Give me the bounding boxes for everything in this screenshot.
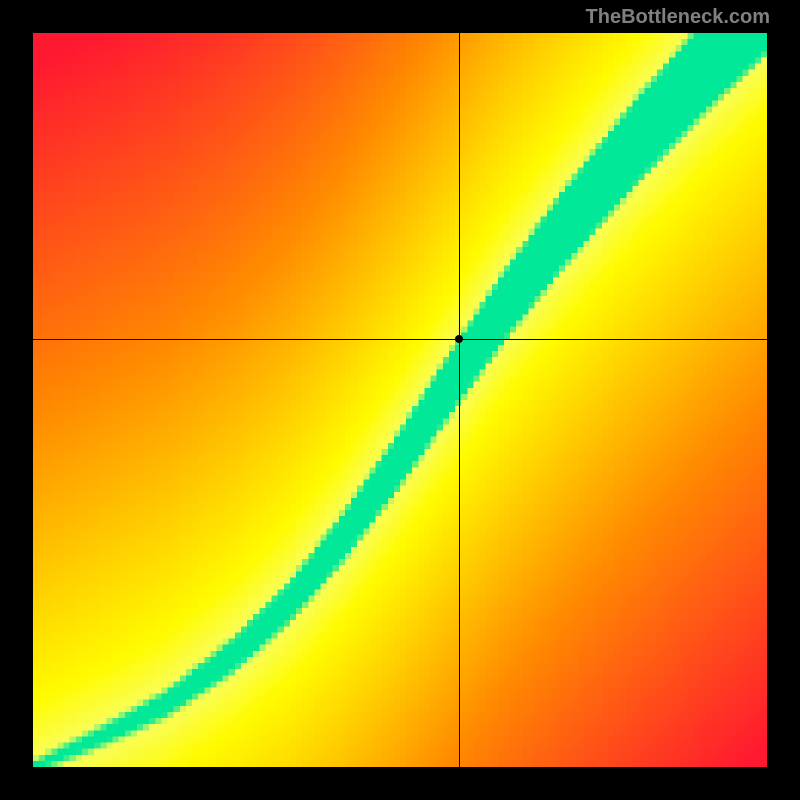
watermark-text: TheBottleneck.com <box>586 6 770 29</box>
crosshair-marker <box>455 335 463 343</box>
bottleneck-heatmap <box>33 33 767 767</box>
plot-area <box>33 33 767 767</box>
chart-container: TheBottleneck.com <box>0 0 800 800</box>
crosshair-vertical <box>459 33 460 767</box>
crosshair-horizontal <box>33 339 767 340</box>
